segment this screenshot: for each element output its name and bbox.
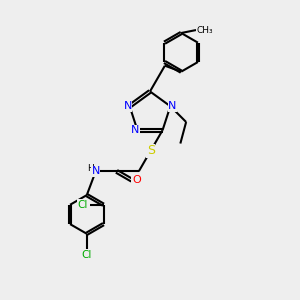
Text: O: O xyxy=(132,175,141,185)
Text: CH₃: CH₃ xyxy=(197,26,213,34)
Text: Cl: Cl xyxy=(82,250,92,260)
Text: N: N xyxy=(168,101,177,111)
Text: S: S xyxy=(147,144,155,157)
Text: Cl: Cl xyxy=(77,200,88,210)
Text: H: H xyxy=(87,164,94,173)
Text: N: N xyxy=(92,166,100,176)
Text: N: N xyxy=(131,125,140,135)
Text: N: N xyxy=(123,101,132,111)
